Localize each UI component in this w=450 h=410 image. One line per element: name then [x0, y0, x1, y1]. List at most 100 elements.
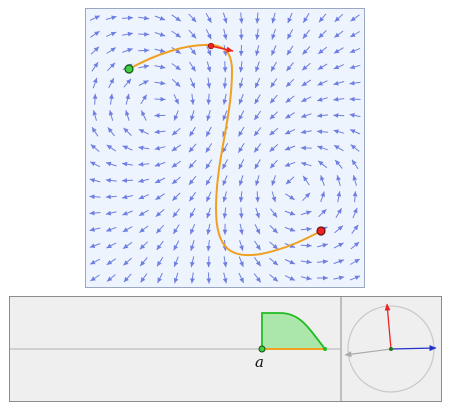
parameter-plot-canvas[interactable] — [10, 297, 441, 401]
field-arrow — [155, 224, 165, 234]
field-arrow — [285, 176, 295, 185]
tangent-base-point[interactable] — [207, 42, 215, 50]
field-arrow — [89, 243, 101, 248]
field-arrow — [238, 110, 245, 121]
field-arrow — [352, 191, 358, 203]
field-arrow — [302, 29, 310, 39]
field-arrow — [91, 126, 99, 137]
field-arrow — [271, 175, 276, 186]
field-arrow — [190, 256, 195, 268]
field-arrow — [284, 161, 296, 167]
field-arrow — [253, 143, 262, 153]
field-arrow — [300, 113, 312, 118]
vector-field-panel[interactable] — [85, 8, 365, 288]
point-label-a: a — [255, 353, 264, 371]
field-arrow — [154, 129, 166, 135]
field-arrow — [123, 257, 132, 266]
field-arrow — [349, 258, 361, 265]
field-arrow — [172, 192, 181, 201]
field-arrow — [125, 93, 130, 105]
field-arrow — [269, 241, 279, 250]
field-arrow — [300, 226, 312, 232]
field-arrow — [138, 145, 150, 151]
field-arrow — [189, 77, 196, 89]
field-arrow — [105, 161, 117, 167]
field-arrow — [238, 191, 244, 203]
field-arrow — [350, 14, 360, 22]
field-arrow — [189, 224, 196, 235]
field-arrow — [300, 243, 312, 248]
field-arrow — [271, 191, 277, 203]
field-arrow — [171, 127, 181, 136]
parameter-point-a[interactable] — [258, 345, 266, 353]
field-arrow — [271, 45, 277, 56]
field-arrow — [106, 144, 117, 152]
blue-vector — [390, 345, 437, 352]
gray-vector — [344, 348, 392, 358]
field-arrow — [284, 275, 296, 281]
field-arrow — [171, 30, 182, 38]
trajectory-curve[interactable] — [128, 43, 322, 257]
field-arrow — [205, 12, 212, 24]
profile-fill — [262, 313, 325, 349]
field-arrow — [352, 207, 358, 219]
field-arrow — [317, 243, 328, 248]
field-arrow — [125, 110, 130, 121]
field-arrow — [222, 110, 228, 121]
field-arrow — [92, 77, 98, 89]
field-arrow — [90, 30, 100, 38]
field-arrow — [105, 210, 117, 216]
field-arrow — [269, 159, 278, 169]
compass-widget[interactable] — [344, 303, 437, 393]
field-arrow — [333, 144, 344, 152]
field-arrow — [206, 61, 212, 73]
field-arrow — [139, 225, 149, 233]
vector-field-canvas[interactable] — [86, 9, 364, 287]
field-arrow — [190, 93, 195, 105]
field-arrow — [90, 46, 100, 55]
field-arrow — [237, 143, 245, 153]
field-arrow — [155, 209, 165, 217]
field-arrow — [108, 93, 114, 105]
field-arrow — [138, 80, 149, 86]
field-arrow — [89, 194, 101, 200]
field-arrow — [349, 80, 361, 86]
field-arrow — [349, 47, 361, 54]
field-arrow — [271, 28, 276, 40]
field-arrow — [269, 144, 279, 152]
field-arrow — [157, 272, 163, 284]
field-arrow — [105, 194, 117, 200]
field-arrow — [317, 97, 328, 102]
field-arrow — [138, 161, 150, 167]
field-arrow — [173, 110, 179, 121]
field-arrow — [91, 61, 99, 72]
field-arrow — [222, 61, 228, 73]
field-arrow — [222, 175, 228, 186]
field-arrow — [300, 259, 312, 265]
field-arrow — [254, 240, 261, 251]
field-arrow — [253, 110, 262, 121]
start-point[interactable] — [124, 64, 134, 74]
field-arrow — [221, 142, 229, 154]
field-arrow — [271, 12, 276, 24]
field-arrow — [206, 272, 212, 284]
field-arrow — [123, 78, 132, 88]
field-arrow — [318, 208, 327, 218]
field-arrow — [239, 240, 244, 251]
end-point[interactable] — [316, 226, 326, 236]
segment-end-point — [323, 347, 327, 351]
field-arrow — [351, 159, 359, 170]
field-arrow — [206, 110, 211, 121]
field-arrow — [222, 191, 228, 203]
field-arrow — [302, 192, 311, 202]
field-arrow — [301, 62, 311, 71]
field-arrow — [121, 178, 134, 183]
field-arrow — [301, 79, 312, 87]
field-arrow — [155, 193, 165, 201]
field-arrow — [284, 145, 296, 151]
field-arrow — [154, 64, 166, 70]
field-arrow — [89, 178, 101, 183]
field-arrow — [237, 126, 245, 137]
red-vector — [384, 303, 392, 350]
field-arrow — [333, 129, 345, 134]
